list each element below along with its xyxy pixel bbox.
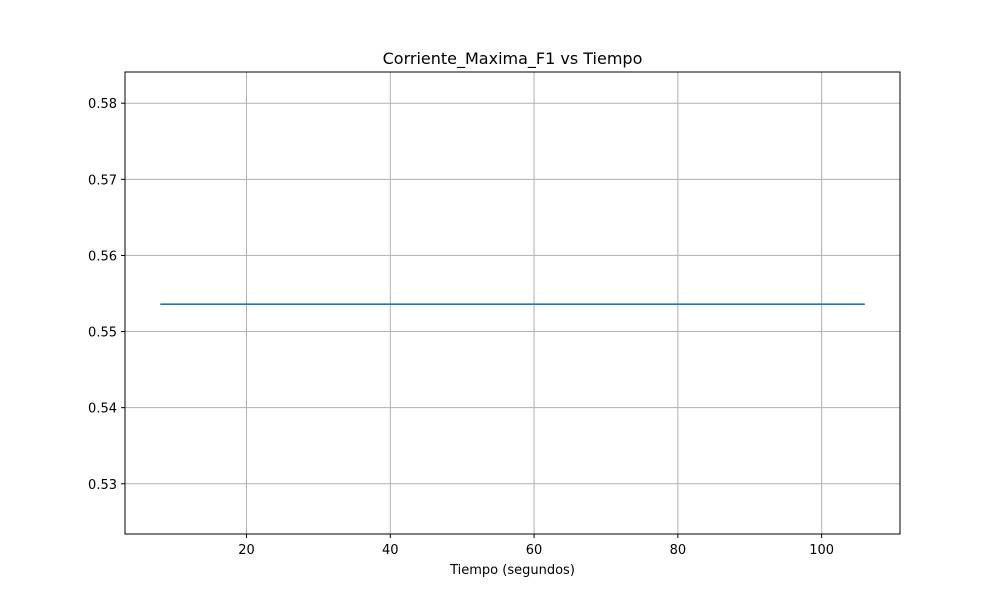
y-tick-label: 0.56 bbox=[88, 249, 117, 264]
y-tick-label: 0.53 bbox=[88, 478, 117, 493]
x-axis-label: Tiempo (segundos) bbox=[449, 563, 575, 578]
plot-frame bbox=[124, 71, 901, 535]
y-tick-label: 0.57 bbox=[88, 173, 117, 188]
x-tick-label: 20 bbox=[238, 543, 255, 558]
tick-layer: 20 40 60 80 100 0.53 0.54 0.55 0.56 0.57 0.58 bbox=[88, 97, 834, 558]
y-tick-label: 0.55 bbox=[88, 326, 117, 341]
x-tick-label: 40 bbox=[382, 543, 399, 558]
y-tick-label: 0.58 bbox=[88, 97, 117, 112]
x-tick-label: 60 bbox=[526, 543, 543, 558]
x-tick-label: 100 bbox=[809, 543, 834, 558]
x-tick-label: 80 bbox=[670, 543, 687, 558]
chart-title: Corriente_Maxima_F1 vs Tiempo bbox=[383, 49, 643, 69]
grid-layer bbox=[125, 72, 900, 534]
y-tick-label: 0.54 bbox=[88, 402, 117, 417]
